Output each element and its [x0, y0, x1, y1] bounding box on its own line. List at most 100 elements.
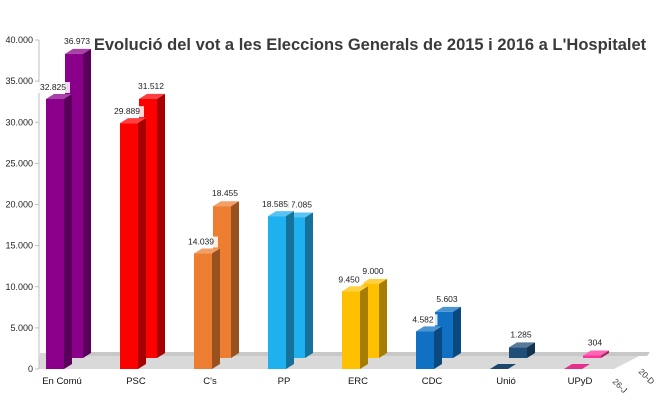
data-label-bg	[408, 314, 438, 326]
bar-top-face	[213, 201, 239, 207]
data-label-bg	[258, 199, 292, 211]
data-label-bg	[110, 106, 144, 118]
chart-title: Evolució del vot a les Eleccions General…	[94, 36, 647, 54]
bar-top-face	[65, 48, 91, 54]
bar-side-face	[286, 211, 294, 369]
bar-side-face	[379, 278, 387, 358]
label-layer: 36.973 31.512 18.455 17.085 9.000 5.603 1.285 3…	[36, 35, 657, 395]
bar-top-face	[490, 364, 516, 369]
data-label: 1.285	[510, 329, 532, 339]
bar-group-front	[194, 248, 220, 369]
data-label: 31.512	[138, 81, 164, 91]
category-label: En Comú	[42, 376, 82, 387]
bar-top-face	[583, 350, 609, 356]
category-label: PSC	[126, 376, 146, 387]
data-label: 304	[588, 337, 602, 347]
data-label-bg	[208, 188, 242, 200]
data-label: 29.889	[114, 106, 140, 116]
y-tick-label: 5.000	[10, 323, 33, 333]
bar-side-face	[138, 118, 146, 370]
bar	[120, 123, 138, 370]
bar-group-front	[416, 326, 442, 369]
bar-top-face	[120, 118, 146, 124]
bar-side-face	[231, 201, 239, 358]
bar-side-face	[305, 212, 313, 358]
bar	[416, 331, 434, 369]
bar-group-front	[564, 364, 590, 369]
bar-top-face	[46, 94, 72, 100]
data-label-bg	[358, 265, 388, 277]
bar-group-back	[583, 350, 609, 358]
data-label: 4.582	[412, 314, 434, 324]
category-label: CDC	[422, 376, 443, 387]
bar	[268, 216, 286, 369]
bar-side-face	[157, 93, 165, 359]
bar	[46, 99, 64, 369]
data-label: 9.450	[338, 274, 360, 284]
data-label-bg	[282, 199, 316, 211]
category-label: PP	[278, 376, 291, 387]
bar-side-face	[64, 94, 72, 369]
data-label: 32.825	[40, 82, 66, 92]
bar	[342, 291, 360, 369]
data-label: 18.585	[262, 199, 288, 209]
bar-group-back	[509, 342, 535, 358]
bar-side-face	[527, 342, 535, 358]
bar-top-face	[139, 93, 165, 99]
bar-top-face	[564, 364, 590, 369]
data-label: 17.085	[286, 199, 312, 209]
y-tick-label: 40.000	[5, 35, 33, 45]
category-label: C's	[203, 376, 217, 387]
y-tick-label: 25.000	[5, 158, 33, 168]
category-label: ERC	[348, 376, 368, 387]
bar	[583, 355, 601, 358]
data-label: 36.973	[64, 36, 90, 46]
bar-top-face	[416, 326, 442, 332]
bar-side-face	[453, 306, 461, 358]
bar-top-face	[361, 278, 387, 284]
category-label: Unió	[496, 376, 516, 387]
data-label-bg	[334, 274, 364, 286]
data-label: 18.455	[212, 188, 238, 198]
bar-side-face	[601, 350, 609, 358]
value-axis: 0 5.000 10.000 15.000 20.000 25.000 30.000 35.0…	[5, 35, 40, 374]
bar-layer	[46, 48, 609, 370]
bar-top-face	[342, 286, 368, 292]
data-label: 5.603	[436, 294, 458, 304]
bar-group-front	[268, 211, 294, 369]
bar-top-face	[509, 342, 535, 348]
data-label: 14.039	[188, 237, 214, 247]
bar-group-front	[46, 94, 72, 369]
bar	[194, 253, 212, 369]
bar-side-face	[83, 48, 91, 359]
data-label-bg	[432, 293, 462, 305]
y-tick-label: 10.000	[5, 282, 33, 292]
bar-group-front	[120, 118, 146, 370]
bar-group-front	[490, 364, 516, 369]
bar-top-face	[435, 306, 461, 312]
bar-side-face	[434, 326, 442, 369]
bar-side-face	[212, 248, 220, 369]
y-tick-label: 15.000	[5, 241, 33, 251]
data-label-bg	[134, 80, 168, 92]
data-label: 9.000	[362, 266, 384, 276]
data-label-bg	[60, 35, 94, 47]
data-label-bg	[585, 337, 605, 349]
bar-top-face	[194, 248, 220, 254]
data-label-bg	[184, 236, 218, 248]
bar	[509, 347, 527, 358]
depth-axis-label: 20-D	[637, 366, 657, 386]
y-tick-label: 35.000	[5, 76, 33, 86]
bar-top-face	[268, 211, 294, 217]
depth-axis-label: 26-J	[611, 376, 630, 395]
y-tick-label: 20.000	[5, 200, 33, 210]
bar-side-face	[360, 286, 368, 369]
data-label-bg	[36, 82, 70, 94]
category-label: UPyD	[568, 376, 593, 387]
y-tick-label: 0	[28, 364, 33, 374]
data-label-bg	[506, 329, 536, 341]
bar-group-front	[342, 286, 368, 369]
y-tick-label: 30.000	[5, 117, 33, 127]
